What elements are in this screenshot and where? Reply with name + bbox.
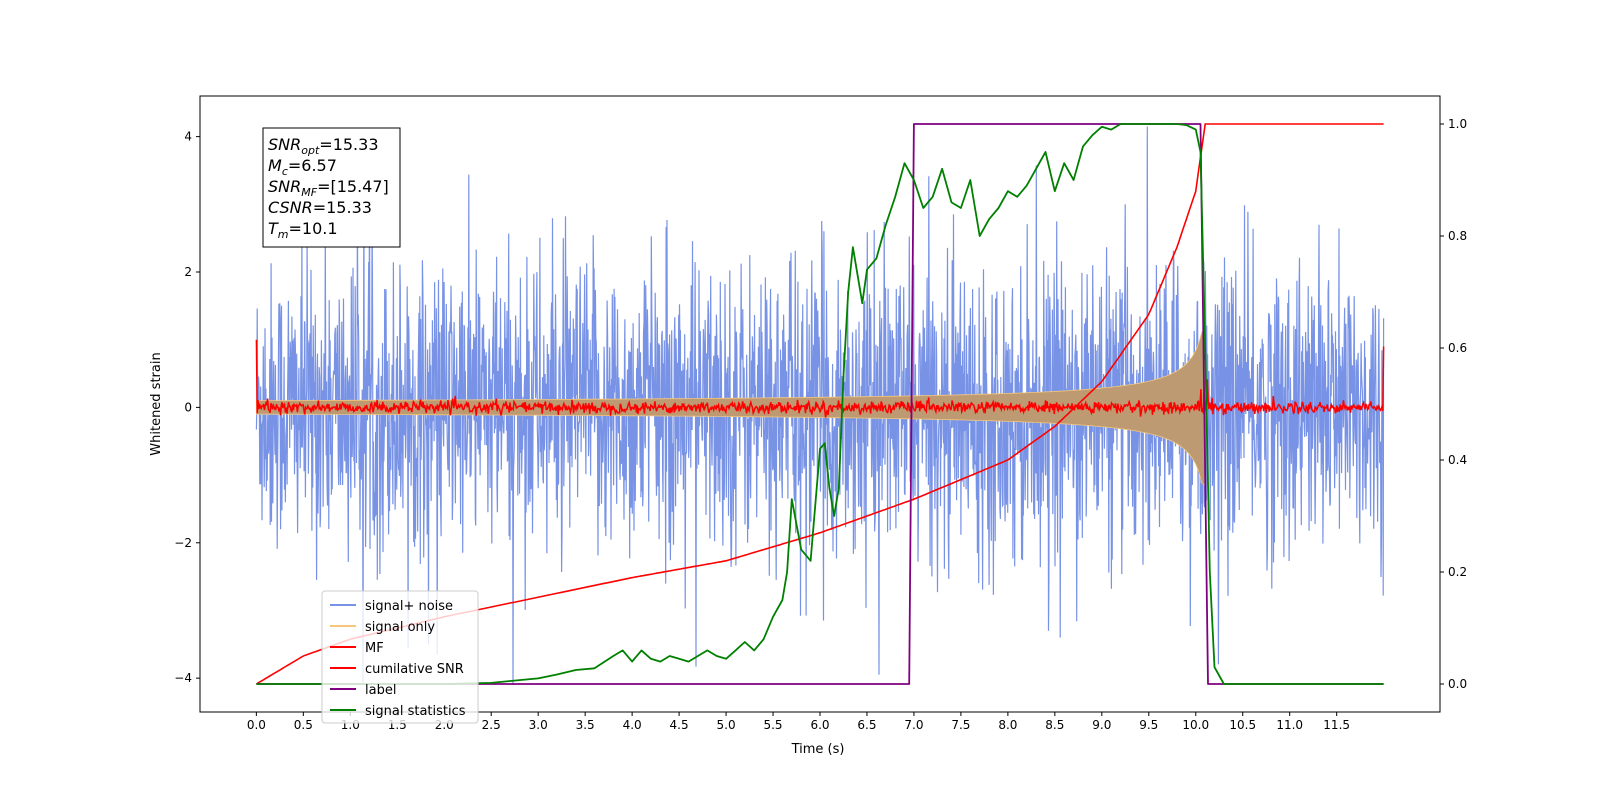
y-left-tick-label: 4 (184, 130, 192, 144)
y-axis-left-label: Whitened strain (149, 352, 164, 455)
x-tick-label: 2.5 (482, 718, 501, 732)
x-tick-label: 10.5 (1229, 718, 1256, 732)
legend-entry-label: cumilative SNR (365, 662, 464, 677)
legend-frame (321, 590, 479, 724)
x-tick-label: 5.0 (717, 718, 736, 732)
y-left-tick-label: −2 (174, 536, 192, 550)
y-axis-right: 0.0 0.2 0.4 0.6 0.8 1.0 (1440, 117, 1467, 691)
y-axis-left: −4 −2 0 2 4 (174, 130, 200, 685)
y-right-tick-label: 0.8 (1448, 229, 1467, 243)
y-right-tick-label: 1.0 (1448, 117, 1467, 131)
x-tick-label: 0.0 (247, 718, 266, 732)
x-tick-label: 9.0 (1092, 718, 1111, 732)
x-tick-label: 7.0 (904, 718, 923, 732)
x-tick-label: 6.5 (857, 718, 876, 732)
y-left-tick-label: 2 (184, 265, 192, 279)
x-tick-label: 8.0 (998, 718, 1017, 732)
annotation-box: SNRopt=15.33Mc=6.57SNRMF=[15.47]CSNR=15.… (262, 127, 401, 248)
x-tick-label: 9.5 (1139, 718, 1158, 732)
legend: signal+ noise signal only MF cumilative SNR… (321, 590, 479, 724)
y-right-tick-label: 0.0 (1448, 677, 1467, 691)
annotation-line: Mc=6.57 (268, 156, 337, 178)
x-tick-label: 4.5 (670, 718, 689, 732)
x-tick-label: 10.0 (1182, 718, 1209, 732)
x-tick-label: 3.5 (576, 718, 595, 732)
x-tick-label: 4.0 (623, 718, 642, 732)
y-left-tick-label: −4 (174, 671, 192, 685)
x-tick-label: 0.5 (294, 718, 313, 732)
annotation-frame (262, 127, 401, 248)
y-right-tick-label: 0.2 (1448, 565, 1467, 579)
x-tick-label: 6.0 (810, 718, 829, 732)
legend-entry-label: label (365, 683, 396, 698)
annotation-line: Tm=10.1 (268, 219, 338, 241)
y-right-tick-label: 0.6 (1448, 341, 1467, 355)
annotation-line: SNRopt=15.33 (268, 135, 379, 157)
series-signal-statistics-line (256, 123, 1384, 685)
legend-entry-label: MF (365, 641, 384, 656)
y-right-tick-label: 0.4 (1448, 453, 1467, 467)
x-axis-label: Time (s) (791, 742, 845, 757)
legend-entry-label: signal only (365, 620, 435, 635)
legend-entry-label: signal statistics (365, 704, 466, 719)
x-tick-label: 11.0 (1276, 718, 1303, 732)
series-mf-line (255, 339, 1385, 418)
x-tick-label: 7.5 (951, 718, 970, 732)
x-tick-label: 3.0 (529, 718, 548, 732)
y-left-tick-label: 0 (184, 400, 192, 414)
x-tick-label: 11.5 (1323, 718, 1350, 732)
annotation-line: CSNR=15.33 (268, 198, 372, 217)
legend-entry-label: signal+ noise (365, 599, 453, 614)
x-tick-label: 5.5 (763, 718, 782, 732)
x-tick-label: 8.5 (1045, 718, 1064, 732)
annotation-line: SNRMF=[15.47] (268, 177, 389, 199)
